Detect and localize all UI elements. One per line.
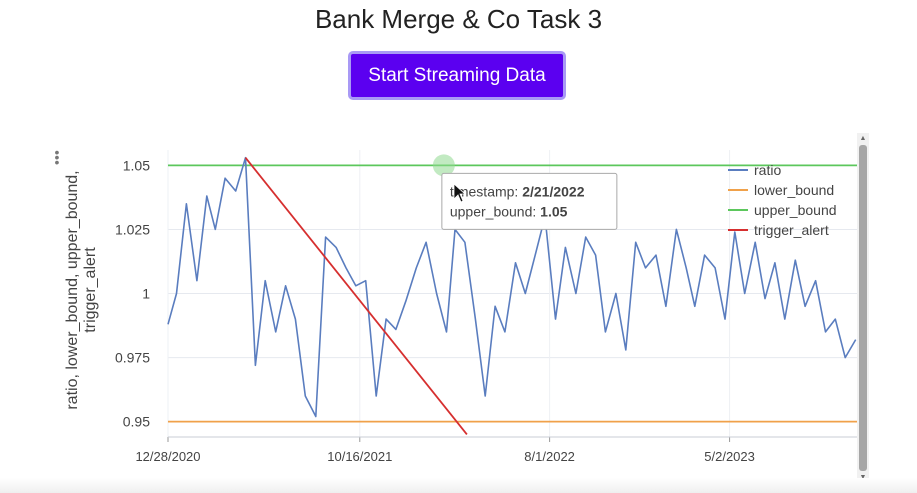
tooltip-line-1: timestamp: 2/21/2022	[450, 183, 585, 199]
tooltip-value-2: 1.05	[540, 203, 567, 219]
y-tick-label: 1.025	[115, 221, 150, 237]
page-title: Bank Merge & Co Task 3	[314, 4, 603, 34]
tooltip-key-1: timestamp:	[450, 183, 522, 199]
tooltip-value-1: 2/21/2022	[522, 183, 584, 199]
x-tick-label: 5/2/2023	[704, 449, 755, 464]
tooltip-key-2: upper_bound:	[450, 203, 540, 219]
x-tick-label: 12/28/2020	[135, 449, 200, 464]
series-line-trigger-alert	[244, 157, 468, 435]
y-tick-label: 0.975	[115, 350, 150, 366]
start-streaming-button[interactable]: Start Streaming Data	[348, 51, 566, 100]
legend-label-lower-bound: lower_bound	[754, 182, 834, 198]
legend-label-upper-bound: upper_bound	[754, 202, 837, 218]
chart-menu-icon[interactable]: • • •	[54, 144, 60, 170]
y-tick-label: 1.05	[123, 157, 150, 173]
tooltip-line-2: upper_bound: 1.05	[450, 203, 568, 219]
y-tick-label: 0.95	[123, 414, 150, 430]
scroll-down-icon[interactable]: ▼	[859, 474, 867, 482]
y-tick-label: 1	[142, 286, 150, 302]
hover-point	[432, 154, 455, 177]
scroll-up-icon[interactable]: ▲	[859, 135, 867, 142]
legend-label-ratio: ratio	[754, 162, 781, 178]
legend-label-trigger-alert: trigger_alert	[754, 222, 829, 238]
series-line-ratio	[167, 156, 857, 418]
scrollbar-thumb[interactable]	[859, 145, 867, 471]
tooltip-box	[441, 172, 618, 230]
mouse-cursor-icon	[453, 183, 467, 203]
x-tick-label: 10/16/2021	[327, 449, 392, 464]
bottom-edge	[0, 478, 917, 493]
x-tick-label: 8/1/2022	[524, 449, 575, 464]
